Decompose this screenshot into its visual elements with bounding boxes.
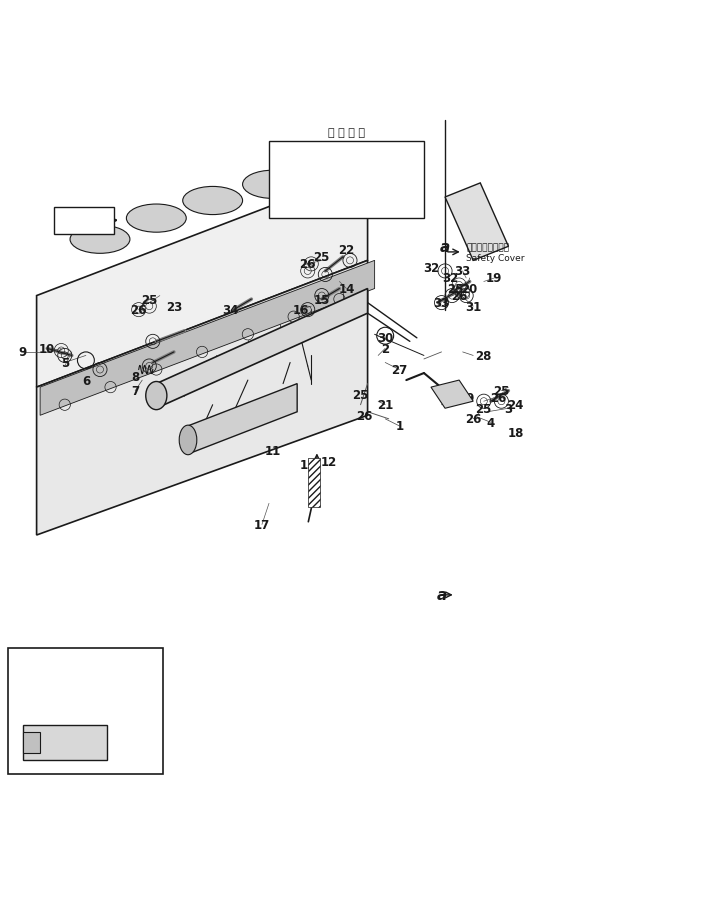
Text: 25: 25 [352,388,369,401]
Text: 適 用 号 機: 適 用 号 機 [328,127,365,137]
Text: 35: 35 [76,701,95,714]
Text: 19: 19 [486,272,503,285]
Text: 18: 18 [508,427,524,440]
Text: 26: 26 [131,304,147,317]
Bar [23,725,107,760]
Text: 6: 6 [82,374,90,387]
Text: 28: 28 [476,350,492,363]
Text: 25: 25 [141,293,158,307]
Text: 21: 21 [377,399,393,412]
Polygon shape [445,184,508,261]
Text: 16: 16 [293,304,309,317]
Text: 4: 4 [486,417,495,429]
Text: 8: 8 [131,371,139,383]
Text: 34: 34 [222,304,238,317]
Text: 33: 33 [455,265,471,278]
Polygon shape [37,170,368,388]
Text: 22: 22 [339,244,355,257]
Polygon shape [431,381,473,409]
Text: LG-7 Coating: LG-7 Coating [283,166,346,176]
Ellipse shape [243,171,303,199]
Ellipse shape [179,426,197,456]
Text: 適 用 号 機: 適 用 号 機 [16,654,48,664]
Text: セーフティカバー: セーフティカバー [466,244,509,253]
Text: 10: 10 [39,343,55,355]
Text: 31: 31 [465,300,481,313]
FancyBboxPatch shape [269,142,424,219]
Ellipse shape [127,205,186,233]
Text: 26: 26 [300,258,316,272]
Text: 13: 13 [300,458,316,472]
Text: Engine No. 59281～: Engine No. 59281～ [16,666,108,676]
Text: 35: 35 [64,715,80,728]
Text: 11: 11 [264,445,281,457]
Text: 25: 25 [476,402,492,415]
Polygon shape [37,261,368,536]
Text: 17: 17 [254,519,270,531]
Text: 25: 25 [314,251,330,264]
Polygon shape [188,384,297,455]
Text: 12: 12 [321,455,337,468]
Text: 9: 9 [18,346,27,359]
Text: Safety Cover: Safety Cover [466,254,525,263]
Text: 7: 7 [131,385,139,398]
Ellipse shape [70,226,130,254]
Text: Engine No. 59281～: Engine No. 59281～ [293,145,399,155]
Text: 20: 20 [462,282,478,296]
Text: 26: 26 [490,391,506,405]
Text: 26: 26 [451,290,467,303]
Text: 15: 15 [314,293,330,307]
Text: 26: 26 [356,410,373,422]
Polygon shape [40,261,375,416]
Text: 29: 29 [458,391,474,405]
Text: 32: 32 [423,262,439,274]
Polygon shape [156,290,368,409]
Text: 5: 5 [61,356,69,370]
Text: 25: 25 [448,282,464,296]
Text: 12: 12 [368,195,386,207]
Text: 14: 14 [338,282,355,296]
Text: a: a [440,240,450,254]
Text: 13: 13 [361,174,378,187]
Ellipse shape [182,188,243,216]
Bar [8,648,163,775]
Text: 32: 32 [443,272,459,285]
Text: 24: 24 [508,399,524,412]
Bar [54,207,114,235]
Text: 26: 26 [465,413,481,426]
Text: 3: 3 [504,402,513,415]
Text: 30: 30 [377,332,393,345]
Text: 25: 25 [493,385,510,398]
Text: a: a [436,588,447,603]
Text: 27: 27 [391,364,407,377]
Bar [23,732,40,753]
Text: 1: 1 [395,420,403,433]
Text: 塗 布: 塗 布 [339,152,354,162]
Text: 33: 33 [433,297,450,309]
Text: FWD: FWD [70,216,98,226]
Text: 23: 23 [166,300,182,313]
Bar [308,458,320,507]
Ellipse shape [146,382,167,410]
Text: 2: 2 [381,343,390,355]
